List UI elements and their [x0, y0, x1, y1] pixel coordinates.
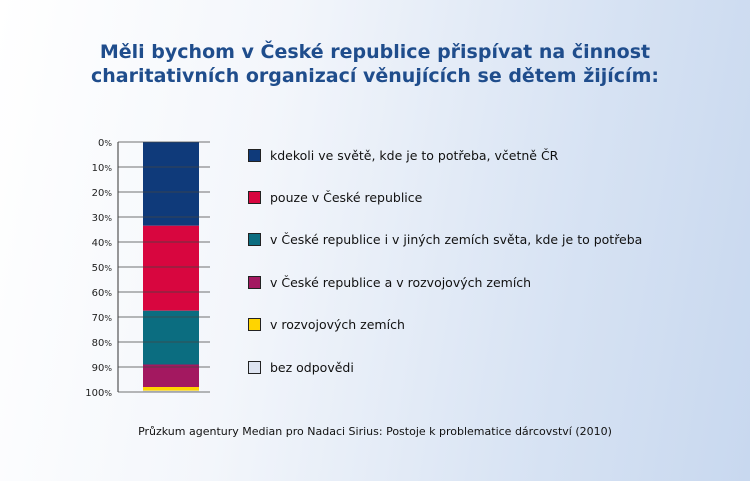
legend-swatch	[248, 148, 261, 162]
legend-item: v rozvojových zemích	[248, 315, 405, 335]
y-tick-label: 10%	[92, 163, 113, 174]
legend-swatch	[248, 360, 261, 374]
chart-title-line-1: Měli bychom v České republice přispívat …	[99, 41, 651, 63]
y-tick-label: 50%	[92, 263, 113, 274]
legend-item: bez odpovědi	[248, 357, 354, 377]
bar-segment-2	[143, 225, 199, 311]
legend-item: v České republice i v jiných zemích svět…	[248, 230, 642, 250]
legend-swatch	[248, 275, 261, 289]
y-tick-label: 60%	[92, 288, 113, 299]
y-tick-label: 70%	[92, 313, 113, 324]
y-tick-label: 20%	[92, 188, 113, 199]
legend-swatch	[248, 190, 261, 204]
bar-segment-1	[143, 142, 199, 226]
legend-swatch	[248, 233, 261, 247]
y-tick-label: 100%	[85, 388, 112, 399]
y-tick-label: 90%	[92, 363, 113, 374]
legend-label: v České republice a v rozvojových zemích	[270, 274, 532, 290]
legend-label: v rozvojových zemích	[270, 317, 405, 333]
y-tick-label: 80%	[92, 338, 113, 349]
legend-item: pouze v České republice	[248, 187, 422, 207]
y-tick-label: 40%	[92, 238, 113, 249]
legend-item: v České republice a v rozvojových zemích	[248, 272, 531, 292]
y-tick-label: 0%	[98, 138, 112, 149]
bar-segment-3	[143, 310, 199, 365]
chart-title-line-2: charitativních organizací věnujících se …	[91, 65, 659, 87]
y-tick-label: 30%	[92, 213, 113, 224]
legend-label: kdekoli ve světě, kde je to potřeba, vče…	[270, 147, 559, 163]
legend-swatch	[248, 318, 261, 332]
legend-label: bez odpovědi	[270, 359, 354, 375]
chart-title: Měli bychom v České republice přispívat …	[0, 40, 750, 88]
bar-segment-6	[143, 390, 199, 392]
source-note: Průzkum agentury Median pro Nadaci Siriu…	[138, 425, 612, 438]
bar-segment-4	[143, 364, 199, 387]
legend-label: v České republice i v jiných zemích svět…	[270, 232, 643, 248]
bar-segment-5	[143, 387, 199, 391]
legend-label: pouze v České republice	[270, 189, 423, 205]
legend-item: kdekoli ve světě, kde je to potřeba, vče…	[248, 145, 558, 165]
